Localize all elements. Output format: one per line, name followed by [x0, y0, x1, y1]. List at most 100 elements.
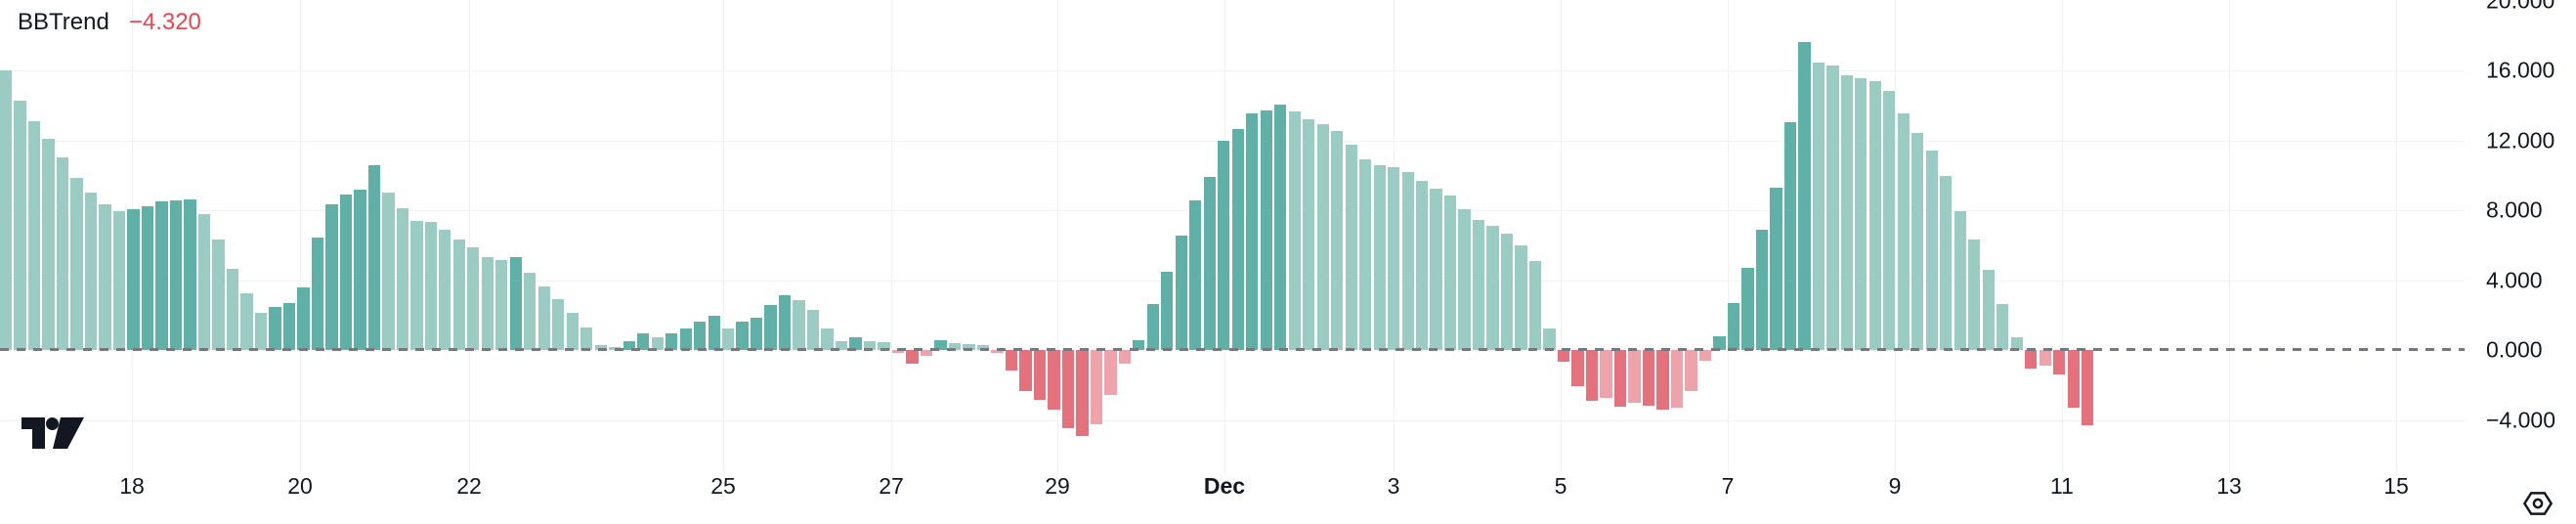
histogram-bar — [1953, 210, 1966, 350]
histogram-bar — [1755, 229, 1769, 350]
histogram-bar — [594, 344, 607, 350]
histogram-bar — [1090, 350, 1103, 424]
histogram-bar — [1061, 350, 1075, 429]
histogram-bar — [1698, 350, 1712, 361]
histogram-bar — [1373, 165, 1386, 350]
histogram-bar — [963, 343, 975, 350]
histogram-bar — [2025, 350, 2038, 369]
settings-gear-icon[interactable] — [2521, 489, 2555, 523]
histogram-bar — [1388, 167, 1400, 350]
histogram-bar — [282, 302, 296, 350]
time-scale-label: 13 — [2216, 473, 2242, 499]
histogram-bar — [552, 299, 565, 350]
histogram-bar — [141, 206, 154, 350]
histogram-bar — [1543, 328, 1556, 350]
histogram-bar — [835, 341, 848, 350]
price-scale-label: 12.000 — [2486, 127, 2555, 153]
histogram-bar — [2082, 350, 2094, 426]
histogram-bar — [1231, 128, 1244, 350]
price-scale-label: 16.000 — [2486, 57, 2555, 83]
histogram-bar — [1458, 209, 1471, 350]
histogram-bar — [1571, 350, 1584, 386]
histogram-bar — [1883, 91, 1896, 350]
histogram-bar — [821, 328, 834, 350]
histogram-bar — [354, 189, 366, 350]
histogram-bar — [99, 203, 111, 350]
histogram-bar — [623, 341, 635, 350]
histogram-bar — [481, 257, 494, 350]
histogram-bar — [580, 327, 593, 350]
time-scale-label: 29 — [1045, 473, 1070, 499]
histogram-bar — [1260, 110, 1272, 350]
indicator-legend[interactable]: BBTrend −4.320 — [18, 9, 201, 36]
histogram-bar — [1274, 104, 1287, 350]
histogram-bar — [1911, 133, 1924, 350]
histogram-bar — [637, 333, 650, 350]
histogram-bar — [1812, 62, 1825, 350]
histogram-bar — [1670, 350, 1684, 408]
histogram-bar — [1076, 350, 1089, 437]
histogram-bar — [1401, 171, 1414, 350]
histogram-bar — [382, 193, 395, 350]
histogram-bar — [1515, 244, 1527, 350]
histogram-bar — [311, 237, 324, 350]
histogram-bar — [169, 200, 183, 350]
histogram-bar — [1642, 350, 1655, 407]
histogram-bar — [1203, 177, 1216, 350]
vertical-gridline — [2396, 0, 2397, 475]
histogram-bar — [708, 316, 720, 350]
histogram-bar — [806, 309, 820, 350]
horizontal-gridline — [0, 419, 2465, 421]
histogram-bar — [1925, 151, 1938, 350]
histogram-bar — [1048, 350, 1060, 410]
histogram-bar — [1146, 303, 1159, 350]
histogram-bar — [793, 300, 805, 350]
vertical-gridline — [1728, 0, 1729, 475]
time-scale-label: 11 — [2050, 473, 2074, 499]
histogram-bar — [679, 328, 692, 350]
histogram-bar — [891, 350, 905, 353]
histogram-bar — [1741, 267, 1754, 350]
price-scale-label: 4.000 — [2486, 267, 2543, 292]
histogram-bar — [566, 313, 579, 350]
histogram-bar — [1005, 350, 1018, 371]
histogram-bar — [1345, 144, 1357, 350]
histogram-bar — [14, 101, 26, 350]
histogram-bar — [367, 164, 381, 350]
histogram-bar — [42, 138, 55, 350]
horizontal-gridline — [0, 70, 2465, 71]
price-scale-label: 20.000 — [2486, 0, 2555, 13]
histogram-bar — [849, 336, 862, 350]
histogram-bar — [339, 194, 353, 350]
vertical-gridline — [2062, 0, 2063, 475]
histogram-bar — [1826, 65, 1839, 350]
histogram-bar — [1288, 111, 1301, 350]
histogram-bar — [1359, 159, 1372, 350]
histogram-bar — [240, 292, 253, 350]
histogram-bar — [1416, 180, 1429, 350]
histogram-bar — [878, 341, 890, 350]
histogram-bar — [1770, 187, 1782, 350]
histogram-bar — [906, 350, 919, 365]
histogram-bar — [1118, 350, 1131, 365]
histogram-bar — [297, 286, 310, 350]
histogram-bar — [396, 208, 409, 350]
tradingview-logo[interactable] — [21, 416, 84, 455]
time-scale-label: 22 — [456, 473, 482, 499]
indicator-title: BBTrend — [18, 9, 109, 35]
histogram-bar — [1104, 350, 1117, 396]
histogram-bar — [1161, 271, 1174, 350]
histogram-bar — [212, 240, 225, 350]
histogram-bar — [665, 333, 678, 350]
histogram-bar — [764, 305, 777, 350]
time-scale-label: 15 — [2383, 473, 2409, 499]
histogram-bar — [948, 342, 962, 350]
histogram-bar — [721, 328, 735, 350]
histogram-bar — [1443, 195, 1457, 350]
histogram-bar — [1472, 219, 1485, 350]
vertical-gridline — [1895, 0, 1896, 475]
time-scale-label: 20 — [287, 473, 313, 499]
histogram-bar — [1783, 121, 1797, 350]
histogram-bar — [694, 322, 707, 350]
histogram-bar — [1996, 303, 2009, 350]
